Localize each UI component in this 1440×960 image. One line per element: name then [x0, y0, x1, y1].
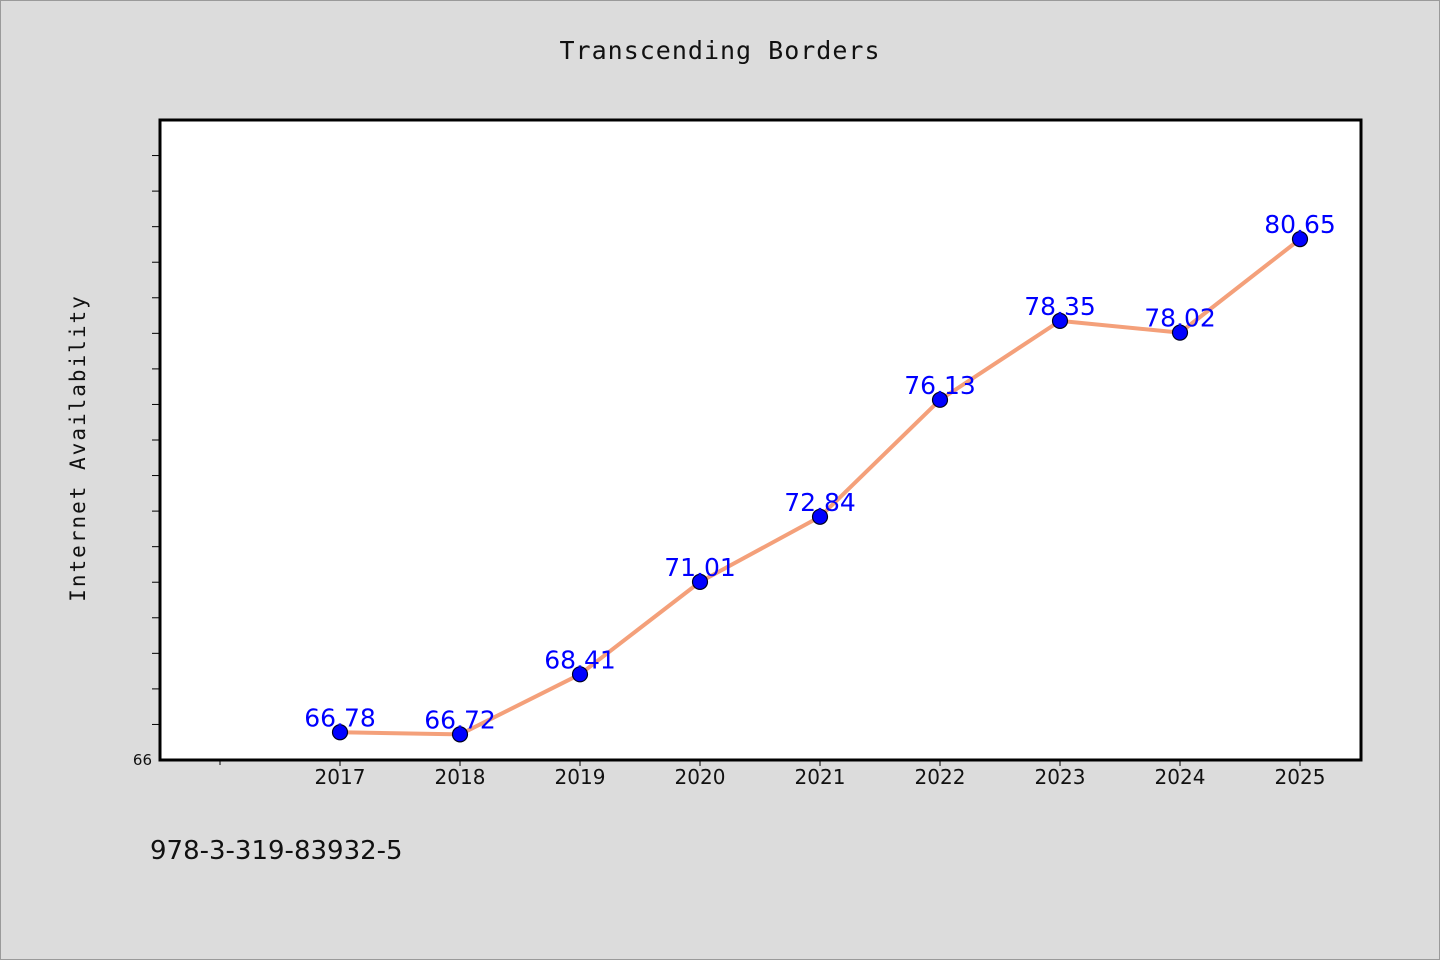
- data-label: 71.01: [664, 553, 736, 582]
- data-point: [571, 666, 589, 683]
- data-point: [1051, 312, 1069, 329]
- x-tick-label: 2023: [1035, 765, 1086, 789]
- data-label: 68.41: [544, 645, 616, 674]
- data-point: [331, 724, 349, 741]
- data-point: [931, 391, 949, 408]
- data-point: [451, 726, 469, 743]
- x-tick-label: 2021: [795, 765, 846, 789]
- data-label: 78.02: [1144, 304, 1216, 333]
- data-point: [1291, 231, 1309, 248]
- x-tick-label: 2018: [435, 765, 486, 789]
- y-tick-label: 66: [133, 751, 152, 769]
- data-label: 76.13: [904, 371, 976, 400]
- x-tick-label: 2020: [675, 765, 726, 789]
- data-point: [691, 573, 709, 590]
- isbn-text: 978-3-319-83932-5: [150, 836, 403, 866]
- data-point: [1171, 324, 1189, 341]
- x-tick-label: 2025: [1275, 765, 1326, 789]
- data-point: [811, 508, 829, 525]
- x-tick-label: 2024: [1155, 765, 1206, 789]
- data-label: 66.78: [304, 703, 376, 732]
- data-label: 78.35: [1024, 292, 1096, 321]
- data-label: 66.72: [424, 705, 496, 734]
- x-tick-label: 2022: [915, 765, 966, 789]
- data-label: 80.65: [1264, 210, 1336, 239]
- plot-area: [158, 118, 1363, 762]
- x-tick-label: 2019: [555, 765, 606, 789]
- data-label: 72.84: [784, 488, 856, 517]
- chart-title: Transcending Borders: [559, 36, 881, 65]
- x-tick-label: 2017: [315, 765, 366, 789]
